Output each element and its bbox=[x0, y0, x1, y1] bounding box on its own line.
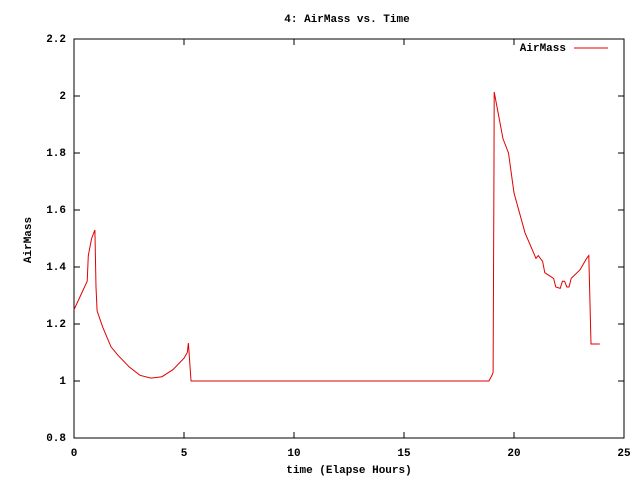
y-tick-label: 2.2 bbox=[46, 34, 66, 46]
y-tick-label: 2 bbox=[59, 91, 66, 103]
plot-border bbox=[73, 38, 625, 439]
x-tick-label: 15 bbox=[397, 448, 411, 460]
y-tick-label: 1 bbox=[59, 376, 66, 388]
y-tick-label: 1.8 bbox=[46, 148, 66, 160]
x-tick-label: 25 bbox=[617, 448, 631, 460]
y-tick-label: 1.6 bbox=[46, 205, 66, 217]
legend-label: AirMass bbox=[520, 43, 566, 55]
y-tick-label: 0.8 bbox=[46, 433, 66, 445]
x-tick-label: 20 bbox=[507, 448, 520, 460]
series-line bbox=[73, 91, 600, 382]
chart-title: 4: AirMass vs. Time bbox=[284, 14, 410, 26]
y-tick-label: 1.4 bbox=[46, 262, 66, 274]
y-axis-label: AirMass bbox=[23, 217, 35, 263]
x-tick-label: 10 bbox=[287, 448, 300, 460]
x-tick-label: 5 bbox=[181, 448, 188, 460]
y-tick-label: 1.2 bbox=[46, 319, 66, 331]
x-axis-label: time (Elapse Hours) bbox=[286, 465, 411, 477]
x-tick-label: 0 bbox=[71, 448, 78, 460]
